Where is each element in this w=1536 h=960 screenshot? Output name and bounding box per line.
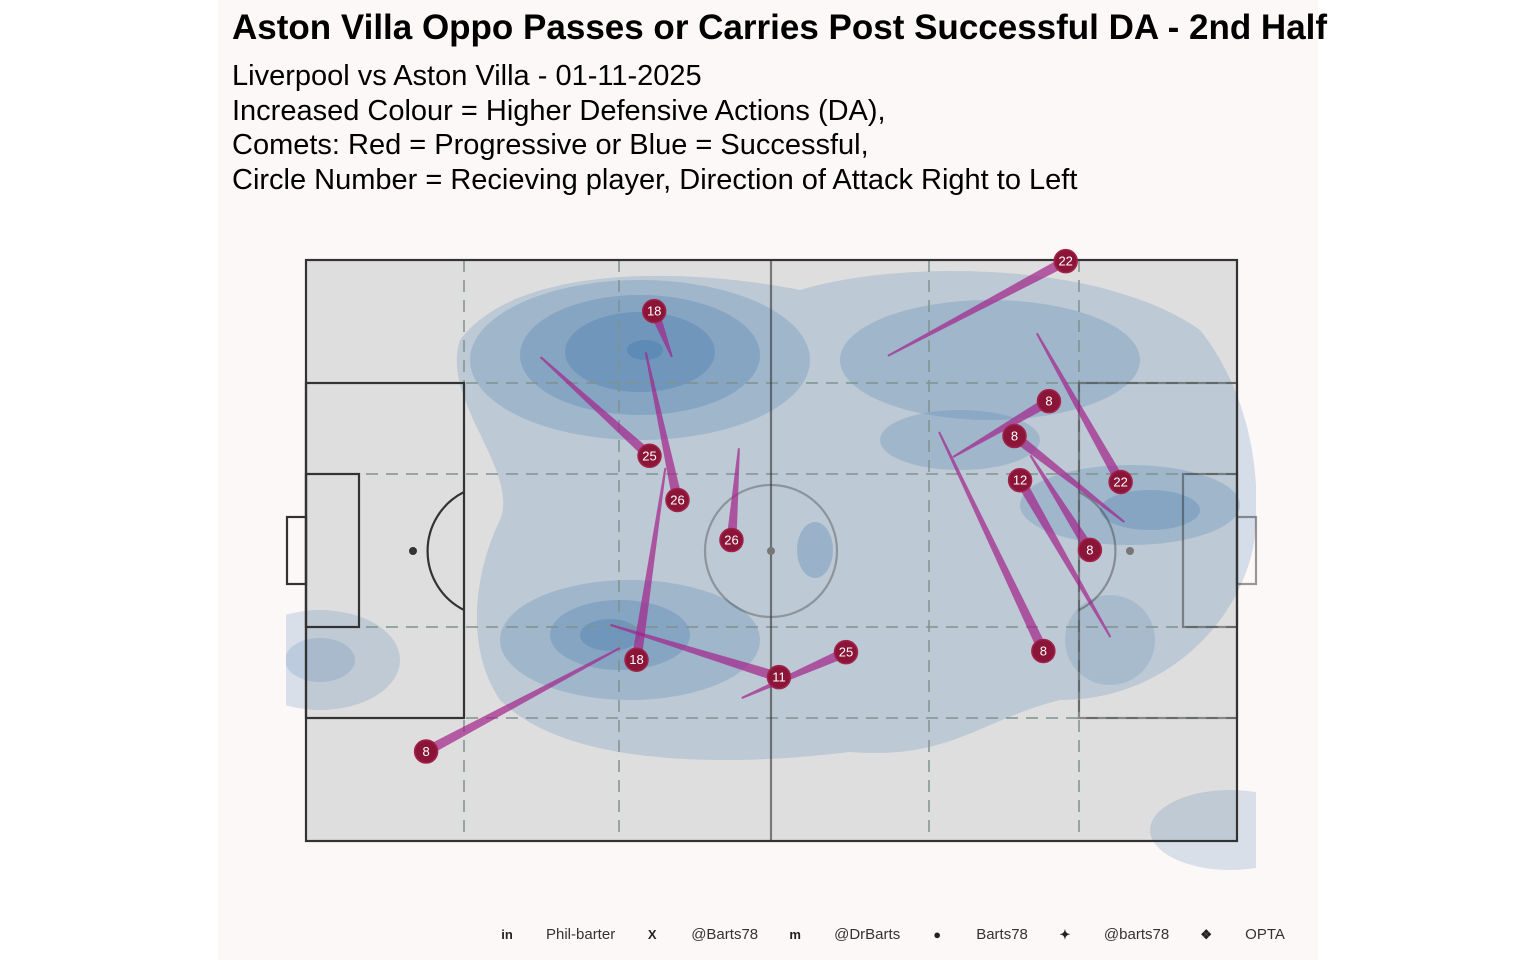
receiver-marker — [413, 739, 439, 764]
receiver-marker — [637, 443, 662, 469]
receiver-number: 22 — [1113, 474, 1127, 489]
density-contour — [286, 610, 400, 710]
receiver-marker — [1077, 537, 1103, 563]
density-contour — [550, 600, 690, 670]
density-contour — [880, 410, 1040, 470]
density-contour — [1065, 595, 1155, 685]
comet-tail — [423, 647, 621, 756]
footer-handle[interactable]: @DrBarts — [834, 926, 901, 943]
penalty-spot — [409, 547, 417, 555]
receiver-number: 26 — [670, 492, 684, 507]
chart-title: Aston Villa Oppo Passes or Carries Post … — [232, 8, 1328, 47]
density-contour — [797, 522, 833, 578]
receiver-number: 8 — [1086, 542, 1093, 557]
comet-tail — [631, 467, 667, 661]
footer-handle[interactable]: @Barts78 — [691, 926, 759, 943]
receiver-marker — [641, 298, 667, 324]
comet-tail — [610, 623, 781, 682]
footer-handle[interactable]: @barts78 — [1103, 926, 1170, 943]
density-contour — [1100, 490, 1200, 530]
comet-tail — [1015, 477, 1112, 638]
subtitle-line-4: Circle Number = Recieving player, Direct… — [232, 164, 1078, 196]
comet-tail — [644, 352, 683, 502]
receiver-number: 8 — [1045, 394, 1052, 409]
comets-layer: 18 25 26 26 18 8 11 25 22 8 8 22 12 8 8 — [413, 248, 1133, 764]
receiver-number: 8 — [1011, 429, 1018, 444]
footer-handle[interactable]: OPTA — [1245, 926, 1285, 943]
receiver-marker — [719, 527, 744, 553]
github-icon[interactable]: ● — [933, 926, 942, 942]
comet-tail — [726, 448, 740, 541]
receiver-marker — [624, 647, 649, 672]
density-contour — [470, 280, 810, 440]
density-contour — [580, 619, 640, 651]
center-spot — [767, 547, 775, 555]
comet-tail — [952, 396, 1052, 458]
receiver-number: 25 — [642, 448, 656, 463]
pitch-markings — [285, 258, 1258, 843]
density-contour — [1150, 790, 1256, 870]
comet-tail — [539, 356, 653, 460]
receiver-marker — [766, 664, 792, 690]
comet-tail — [1035, 332, 1125, 485]
subtitle-line-2: Increased Colour = Higher Defensive Acti… — [232, 95, 886, 127]
receiver-marker — [1053, 248, 1078, 274]
subtitle-line-1: Liverpool vs Aston Villa - 01-11-2025 — [232, 60, 702, 92]
receiver-number: 22 — [1058, 254, 1072, 269]
receiver-marker — [1108, 469, 1133, 495]
comet-tail — [1011, 432, 1125, 523]
footer-handle[interactable]: Barts78 — [976, 926, 1028, 943]
receiver-marker — [1036, 388, 1062, 414]
receiver-number: 11 — [772, 670, 786, 685]
receiver-number: 12 — [1013, 473, 1027, 488]
receiver-marker — [1002, 423, 1027, 449]
bluesky-icon[interactable]: ✦ — [1059, 926, 1071, 942]
density-contour — [500, 580, 760, 700]
penalty-spot — [1126, 547, 1134, 555]
receiver-marker — [1007, 467, 1033, 493]
density-contour — [840, 300, 1140, 420]
comet-tail — [1029, 454, 1095, 553]
receiver-number: 18 — [629, 652, 643, 667]
comet-tail — [741, 647, 848, 699]
x-icon[interactable]: X — [647, 926, 657, 942]
comet-tail — [887, 256, 1069, 357]
receiver-marker — [665, 487, 690, 513]
receiver-marker — [833, 639, 859, 665]
mastodon-icon[interactable]: m — [789, 926, 801, 942]
receiver-number: 18 — [647, 304, 661, 319]
receiver-number: 26 — [724, 533, 738, 548]
density-contour — [286, 638, 355, 682]
receiver-number: 8 — [1040, 644, 1047, 659]
footer-handle[interactable]: Phil-barter — [546, 926, 616, 943]
receiver-number: 8 — [422, 744, 429, 759]
subtitle-line-3: Comets: Red = Progressive or Blue = Succ… — [232, 129, 869, 161]
receiver-number: 25 — [839, 645, 853, 660]
dropbox-icon[interactable]: ❖ — [1200, 926, 1212, 942]
footer-credits: in Phil-barter X @Barts78 m @DrBarts ● Barts78 ✦… — [500, 926, 1303, 943]
receiver-marker — [1031, 638, 1056, 664]
linkedin-icon[interactable]: in — [501, 926, 513, 942]
comet-tail — [938, 431, 1048, 654]
density-contour — [627, 340, 663, 360]
